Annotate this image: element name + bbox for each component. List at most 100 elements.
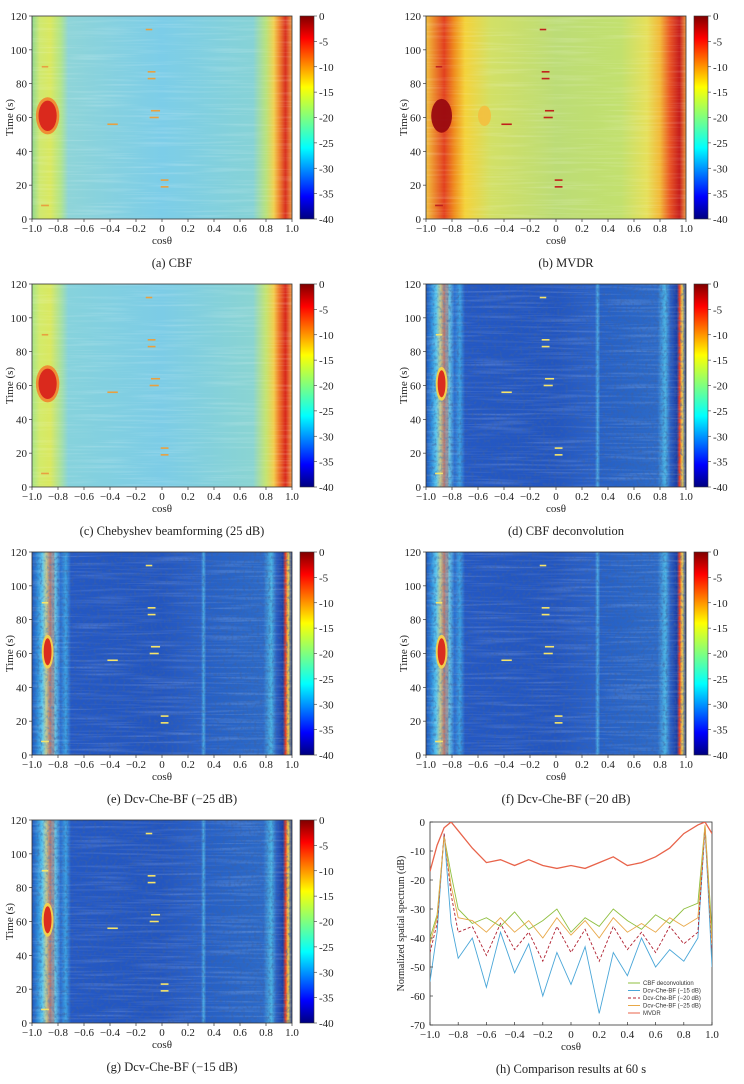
panel-caption: (c) Chebyshev beamforming (25 dB) [80, 524, 265, 538]
colorbar-tick-label: -5 [713, 304, 723, 316]
colorbar-tick-label: -5 [713, 36, 723, 48]
colorbar-tick-label: -5 [319, 572, 329, 584]
plot-frame [429, 821, 713, 1026]
x-tick-label: −0.8 [448, 1029, 468, 1041]
x-axis-ticks: −1.0 −0.8 −0.6 −0.4 −0.2 0 0.2 0.4 0.6 0.8 1.0 [22, 1023, 299, 1039]
y-tick-label: 100 [11, 45, 28, 57]
series-line-4 [430, 822, 712, 872]
x-tick-label: 0.6 [233, 1027, 247, 1039]
colorbar-tick-label: -5 [713, 572, 723, 584]
panel-caption: (d) CBF deconvolution [508, 524, 625, 538]
x-tick-label: 0.6 [627, 491, 641, 503]
colorbar-tick-label: -25 [713, 138, 728, 150]
y-tick-label: 20 [16, 448, 28, 460]
x-tick-label: 0.6 [649, 1029, 663, 1041]
colorbar-tick-label: 0 [713, 547, 719, 559]
x-tick-label: 1.0 [679, 491, 693, 503]
panel-b: −1.0 −0.8 −0.6 −0.4 −0.2 0 0.2 0.4 0.6 0.8 1.0 0 20 4… [398, 11, 728, 270]
y-tick-label: 80 [410, 79, 422, 91]
colorbar-tick-label: -30 [713, 163, 728, 175]
x-tick-label: −0.6 [468, 759, 488, 771]
y-axis-ticks: 0 20 40 60 80 100 120 [11, 11, 32, 226]
x-tick-label: 0.8 [259, 223, 273, 235]
y-tick-label: 20 [410, 180, 422, 192]
x-tick-label: 0.6 [233, 759, 247, 771]
x-tick-label: 0.2 [181, 491, 195, 503]
colorbar-tick-label: -30 [319, 431, 334, 443]
colorbar: 0 -5 -10 -15 -20 -25 -30 -35 -40 [299, 815, 334, 1030]
x-tick-label: −0.6 [476, 1029, 496, 1041]
y-tick-label: 120 [11, 279, 28, 291]
x-tick-label: 0.8 [653, 759, 667, 771]
x-tick-label: −0.4 [505, 1029, 525, 1041]
x-tick-label: −0.6 [74, 759, 94, 771]
x-axis-title: cosθ [152, 1039, 172, 1051]
panel-g: −1.0 −0.8 −0.6 −0.4 −0.2 0 0.2 0.4 0.6 0.8 1.0 0 20 4… [4, 815, 334, 1074]
colorbar-tick-label: -30 [713, 431, 728, 443]
y-tick-label: 40 [16, 682, 28, 694]
x-tick-label: −0.2 [126, 491, 146, 503]
x-axis-ticks: −1.0 −0.8 −0.6 −0.4 −0.2 0 0.2 0.4 0.6 0.8 1.0 [22, 219, 299, 235]
y-tick-label: 80 [16, 347, 28, 359]
colorbar-tick-label: -20 [319, 917, 334, 929]
x-tick-label: −0.2 [533, 1029, 553, 1041]
x-tick-label: −0.4 [100, 1027, 120, 1039]
x-tick-label: 0.4 [621, 1029, 635, 1041]
colorbar-tick-label: -15 [319, 891, 334, 903]
panel-caption: (a) CBF [152, 256, 193, 270]
x-axis-ticks: −1.0 −0.8 −0.6 −0.4 −0.2 0 0.2 0.4 0.6 0.8 1.0 [22, 487, 299, 503]
x-tick-label: 0.2 [181, 759, 195, 771]
x-axis-ticks: −1.0 −0.8 −0.6 −0.4 −0.2 0 0.2 0.4 0.6 0.8 1.0 [420, 1022, 719, 1041]
y-axis-ticks: 0 20 40 60 80 100 120 [11, 815, 32, 1030]
target-blob [38, 368, 57, 400]
y-tick-label: 80 [16, 615, 28, 627]
y-tick-label: 120 [11, 815, 28, 827]
heatmap-image [32, 284, 292, 487]
colorbar-tick-label: -35 [319, 457, 334, 469]
colorbar-tick-label: -35 [319, 993, 334, 1005]
colorbar-tick-label: -5 [319, 840, 329, 852]
x-tick-label: 0.6 [233, 491, 247, 503]
y-tick-label: 80 [16, 79, 28, 91]
colorbar-tick-label: -25 [319, 674, 334, 686]
x-tick-label: −0.8 [48, 491, 68, 503]
x-tick-label: −1.0 [22, 1027, 42, 1039]
x-tick-label: −0.8 [442, 223, 462, 235]
x-tick-label: 0.2 [575, 223, 589, 235]
series-line-2 [430, 827, 712, 963]
x-tick-label: −0.4 [494, 759, 514, 771]
x-tick-label: 1.0 [705, 1029, 719, 1041]
colorbar-tick-label: -40 [319, 750, 334, 762]
colorbar-tick-label: -25 [319, 942, 334, 954]
x-tick-label: 0.8 [259, 1027, 273, 1039]
y-tick-label: 120 [405, 547, 422, 559]
x-tick-label: −0.6 [74, 1027, 94, 1039]
x-axis-title: cosθ [546, 235, 566, 247]
series-line-0 [430, 824, 712, 939]
y-tick-label: 120 [405, 11, 422, 23]
y-axis-title: Time (s) [398, 367, 410, 405]
x-tick-label: 1.0 [679, 759, 693, 771]
x-tick-label: 0.6 [627, 759, 641, 771]
y-tick-label: 0 [416, 214, 422, 226]
target-blob [437, 370, 446, 398]
colorbar-tick-label: -10 [319, 598, 334, 610]
colorbar-tick-label: -30 [319, 967, 334, 979]
y-axis-ticks: 0 20 40 60 80 100 120 [11, 279, 32, 494]
y-tick-label: 120 [405, 279, 422, 291]
y-tick-label: -70 [410, 1020, 425, 1032]
y-tick-label: 60 [16, 113, 28, 125]
colorbar-tick-label: -35 [319, 189, 334, 201]
y-axis-title: Time (s) [4, 635, 16, 673]
y-tick-label: -20 [410, 875, 425, 887]
colorbar-tick-label: -15 [319, 87, 334, 99]
x-tick-label: 0.6 [627, 223, 641, 235]
colorbar: 0 -5 -10 -15 -20 -25 -30 -35 -40 [299, 279, 334, 494]
colorbar-tick-label: -20 [319, 381, 334, 393]
y-axis-ticks: 0 20 40 60 80 100 120 [11, 547, 32, 762]
x-tick-label: 0.8 [653, 223, 667, 235]
x-tick-label: 0.4 [207, 759, 221, 771]
colorbar-tick-label: -40 [319, 214, 334, 226]
y-tick-label: 40 [410, 146, 422, 158]
